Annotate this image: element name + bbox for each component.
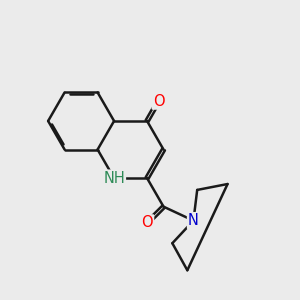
Text: O: O — [142, 215, 153, 230]
Text: NH: NH — [103, 171, 125, 186]
Text: N: N — [188, 213, 199, 228]
Text: O: O — [153, 94, 164, 109]
